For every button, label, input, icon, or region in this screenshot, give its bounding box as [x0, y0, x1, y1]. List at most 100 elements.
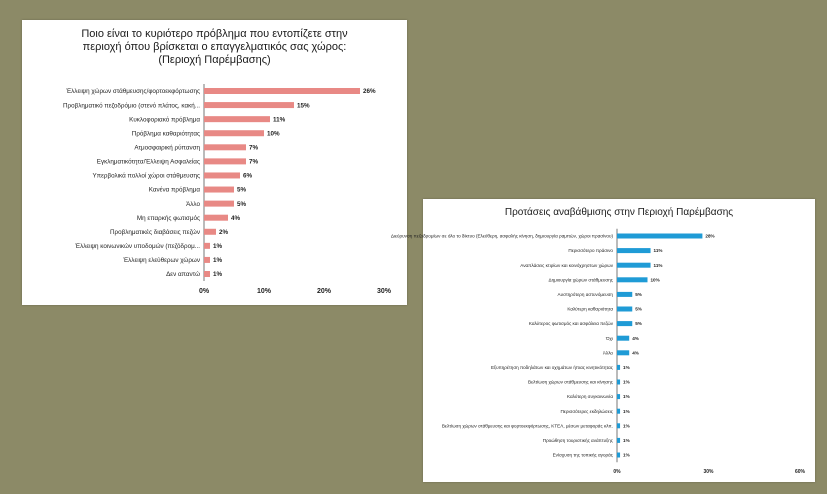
- bar: [617, 408, 621, 414]
- data-label: 1%: [213, 271, 223, 278]
- bar: [204, 88, 360, 94]
- bar: [617, 321, 633, 327]
- data-label: 5%: [237, 187, 247, 194]
- category-label: Πρόβλημα καθαριότητας: [132, 129, 200, 137]
- data-label: 7%: [249, 145, 259, 152]
- category-label: Περισσότερες εκδηλώσεις: [560, 408, 613, 414]
- data-label: 5%: [635, 292, 642, 297]
- data-label: 28%: [705, 234, 714, 239]
- chart-title: Προτάσεις αναβάθμισης στην Περιοχή Παρέμ…: [504, 207, 734, 218]
- category-label: Εγκληματικότητα/Έλλειψη Ασφαλείας: [97, 158, 200, 166]
- category-label: Προβληματικές διαβάσεις πεζών: [110, 228, 200, 236]
- data-label: 1%: [213, 243, 223, 250]
- bar: [204, 144, 246, 151]
- bar: [617, 452, 621, 458]
- bar: [617, 277, 648, 283]
- bar: [204, 158, 246, 165]
- category-label: Έλλειψη ελεύθερων χώρων: [122, 256, 200, 264]
- category-label: Βελτίωση χώρων στάθμευσης και κίνησης: [528, 379, 614, 385]
- bar: [617, 306, 633, 312]
- x-tick-label: 0%: [199, 288, 210, 295]
- category-label: Υπερβολικά πολλοί χώροι στάθμευσης: [93, 172, 200, 180]
- bar: [204, 242, 210, 249]
- bar: [617, 262, 651, 268]
- data-label: 10%: [651, 277, 660, 282]
- data-label: 4%: [231, 215, 241, 222]
- bar: [204, 228, 216, 235]
- data-label: 4%: [632, 350, 639, 355]
- category-label: Προβληματικό πεζοδρόμιο (στενό πλάτος, κ…: [63, 101, 200, 109]
- category-label: Εξυπηρέτηση ποδηλάτων και οχημάτων ήπιας…: [491, 364, 614, 371]
- category-label: Όχι: [605, 336, 613, 341]
- data-label: 15%: [297, 102, 310, 109]
- category-label: Κυκλοφοριακό πρόβλημα: [129, 115, 200, 123]
- bar-chart-proposals: Διεύρυνση πεζοδρομίων σε όλο το δίκτυο (…: [391, 228, 806, 475]
- data-label: 5%: [635, 321, 642, 326]
- category-label: Έλλειψη κοινωνικών υποδομών (πεζόδρομ...: [74, 242, 200, 250]
- category-label: Περισσότερο πράσινο: [568, 247, 613, 253]
- category-label: Κανένα πρόβλημα: [149, 186, 201, 194]
- data-label: 5%: [635, 307, 642, 312]
- category-label: Άλλο: [603, 350, 614, 355]
- chart-card-problems: Ποιο είναι το κυριότερο πρόβλημα που εντ…: [22, 20, 407, 305]
- x-tick-label: 30%: [377, 288, 392, 295]
- data-label: 1%: [623, 423, 630, 428]
- category-label: Προώθηση τουριστικής ανάπτυξης: [543, 437, 614, 444]
- x-tick-label: 20%: [317, 288, 332, 295]
- bar: [204, 256, 210, 263]
- bar: [617, 364, 621, 370]
- x-tick-label: 0%: [613, 469, 621, 475]
- bar: [617, 379, 621, 385]
- data-label: 7%: [249, 159, 259, 166]
- data-label: 1%: [623, 409, 630, 414]
- data-label: 26%: [363, 88, 376, 95]
- bar: [204, 172, 240, 179]
- data-label: 1%: [623, 394, 630, 399]
- category-label: Ενίσχυση της τοπικής αγοράς: [553, 452, 614, 458]
- category-label: Έλλειψη χώρων στάθμευσης/φορτοεκφόρτωσης: [65, 87, 200, 95]
- bar: [617, 233, 703, 239]
- bar: [617, 335, 630, 341]
- category-label: Μη επαρκής φωτισμός: [137, 214, 200, 222]
- category-label: Δεν απαντώ: [166, 270, 200, 278]
- bar: [617, 394, 621, 400]
- data-label: 1%: [213, 257, 223, 264]
- data-label: 1%: [623, 380, 630, 385]
- category-label: Αναπλάσεις κτιρίων και κοινόχρηστων χώρω…: [520, 262, 613, 268]
- data-label: 1%: [623, 365, 630, 370]
- category-label: Ατμοσφαιρική ρύπανση: [134, 144, 200, 152]
- data-label: 11%: [273, 116, 286, 123]
- bar: [204, 200, 234, 207]
- chart-title: Ποιο είναι το κυριότερο πρόβλημα που εντ…: [81, 28, 348, 66]
- category-label: Καλύτερη καθαριότητα: [567, 306, 613, 312]
- bar: [617, 350, 630, 356]
- bar: [204, 102, 294, 109]
- category-label: Καλύτερη συγκοινωνία: [567, 393, 613, 399]
- bar: [617, 248, 651, 254]
- bar: [617, 437, 621, 443]
- bar-chart-problems: Έλλειψη χώρων στάθμευσης/φορτοεκφόρτωσης…: [63, 83, 392, 295]
- bar: [204, 214, 228, 221]
- bar: [617, 423, 621, 429]
- chart-card-proposals: Προτάσεις αναβάθμισης στην Περιοχή Παρέμ…: [391, 199, 815, 482]
- data-label: 1%: [623, 438, 630, 443]
- bar: [617, 291, 633, 297]
- bar: [204, 186, 234, 193]
- bar: [204, 116, 270, 123]
- data-label: 4%: [632, 336, 639, 341]
- category-label: Καλύτερος φωτισμός και ασφάλεια πεζών: [529, 320, 614, 327]
- data-label: 11%: [654, 263, 663, 268]
- category-label: Δημιουργία χώρων στάθμευσης: [549, 276, 614, 282]
- bar: [204, 130, 264, 137]
- x-tick-label: 10%: [257, 288, 272, 295]
- data-label: 6%: [243, 173, 253, 180]
- data-label: 5%: [237, 201, 247, 208]
- data-label: 10%: [267, 130, 280, 137]
- category-label: Άλλο: [186, 201, 200, 208]
- x-tick-label: 30%: [703, 469, 714, 475]
- data-label: 2%: [219, 229, 229, 236]
- category-label: Διεύρυνση πεζοδρομίων σε όλο το δίκτυο (…: [391, 233, 614, 240]
- x-tick-label: 60%: [795, 469, 806, 475]
- category-label: Βελτίωση χώρων στάθμευσης και φορτοεκφόρ…: [442, 422, 613, 428]
- data-label: 11%: [654, 248, 663, 253]
